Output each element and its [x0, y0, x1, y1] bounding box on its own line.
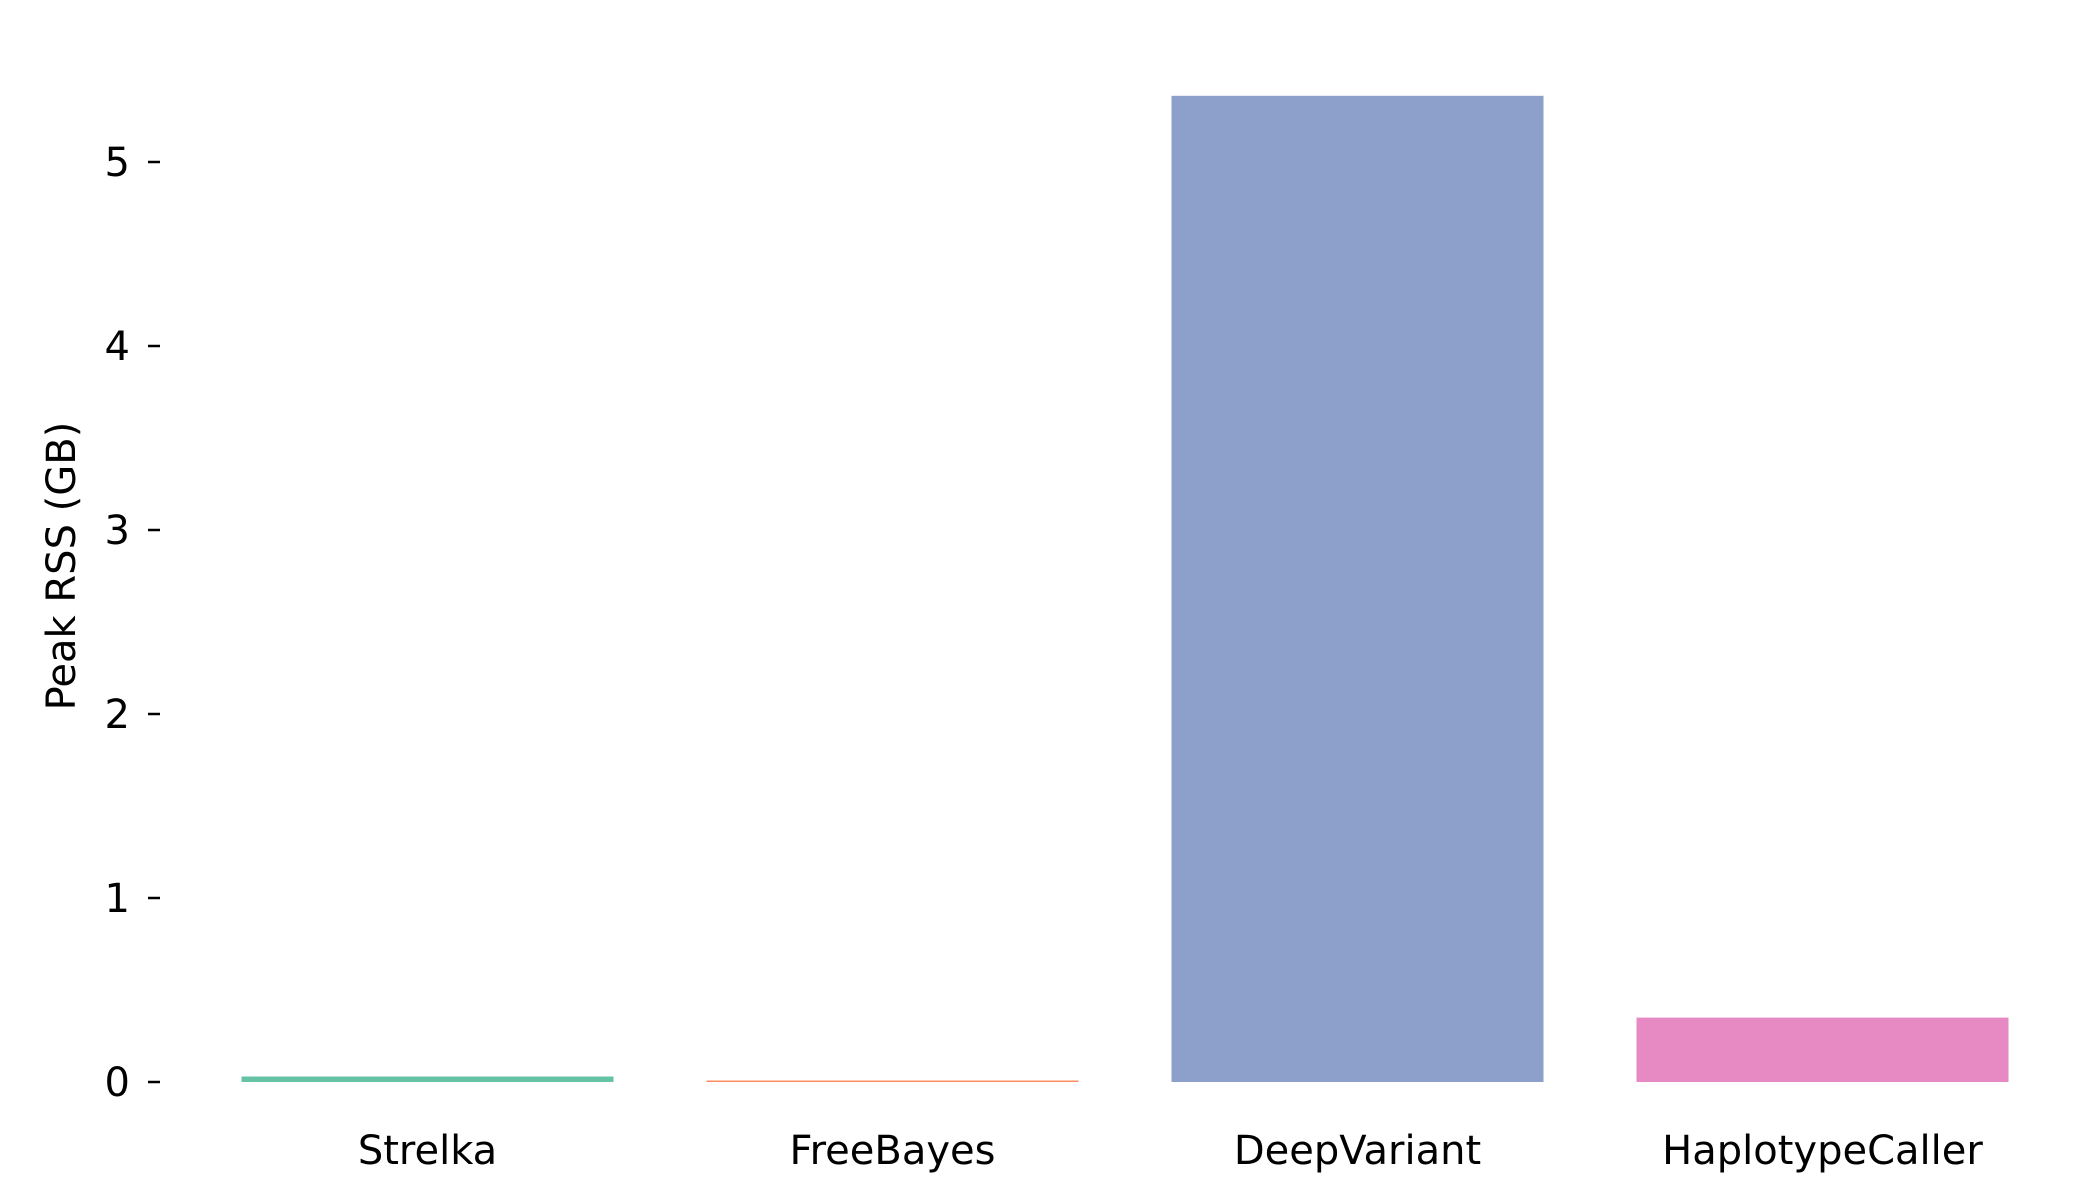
bar-freebayes [706, 1080, 1079, 1082]
x-axis: Strelka FreeBayes DeepVariant HaplotypeCall… [358, 1128, 1984, 1174]
y-tick-label: 0 [105, 1060, 130, 1106]
bar-haplotypecaller [1636, 1017, 2009, 1082]
bar-strelka [241, 1076, 614, 1082]
y-tick-label: 4 [105, 324, 130, 370]
y-tick-label: 1 [105, 876, 130, 922]
bars-layer [241, 95, 2009, 1083]
y-tick-label: 5 [105, 140, 130, 186]
y-tick-label: 2 [105, 692, 130, 738]
y-axis-label: Peak RSS (GB) [39, 422, 85, 711]
x-tick-label-haplotypecaller: HaplotypeCaller [1662, 1128, 1983, 1174]
x-tick-label-deepvariant: DeepVariant [1234, 1128, 1481, 1174]
x-tick-label-strelka: Strelka [358, 1128, 497, 1174]
y-axis: 0 1 2 3 4 5 [105, 140, 160, 1106]
bar-deepvariant [1171, 95, 1544, 1083]
x-tick-label-freebayes: FreeBayes [790, 1128, 996, 1174]
y-tick-label: 3 [105, 508, 130, 554]
